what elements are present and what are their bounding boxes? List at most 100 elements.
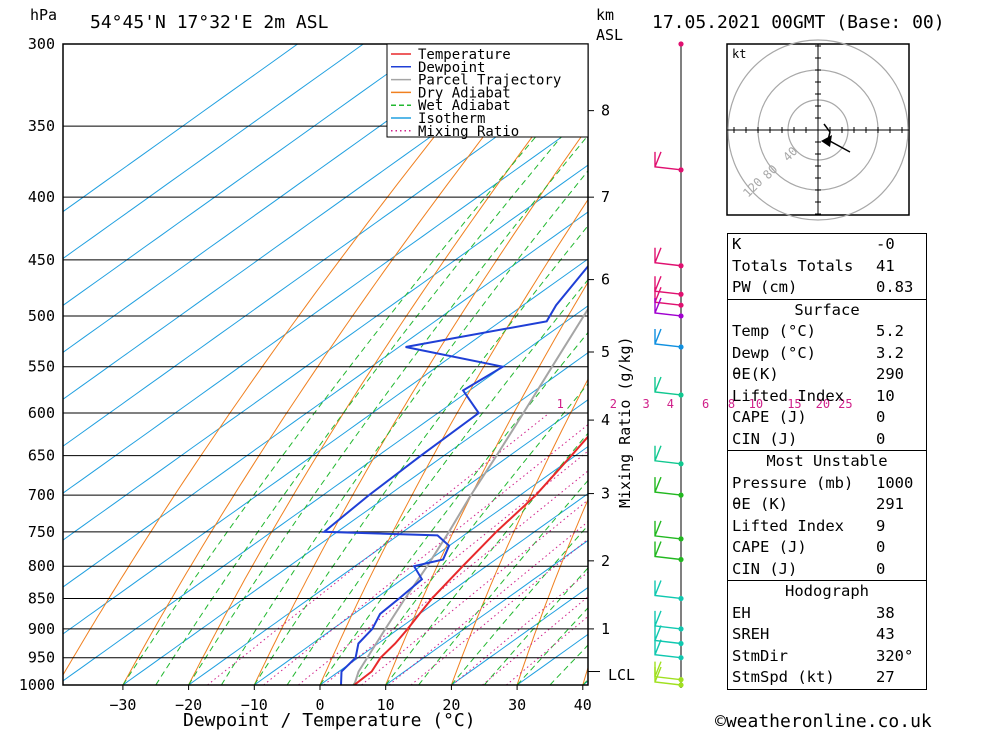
wind-barb — [654, 541, 682, 561]
pressure-tick-label: 300 — [28, 35, 55, 53]
legend-label: Parcel Trajectory — [418, 73, 561, 89]
height-unit-asl-label: ASL — [596, 26, 624, 44]
forecast-datetime: 17.05.2021 00GMT (Base: 00) — [652, 12, 945, 33]
legend-label: Temperature — [418, 47, 511, 63]
indices-row: Totals Totals 41 — [728, 256, 927, 278]
wind-barb — [654, 151, 682, 171]
mixing-ratio-label: 25 — [838, 397, 852, 411]
index-value: 5.2 — [876, 322, 904, 340]
indices-row: Dewp (°C) 3.2 — [728, 343, 927, 365]
pressure-tick-label: 550 — [28, 358, 55, 376]
height-km-tick-label: 5 — [601, 343, 610, 361]
sounding-indices-panel: K -0 Totals Totals 41 PW (cm) 0.83 Surface Tem… — [727, 233, 927, 690]
height-km-ticks: 1 2 3 4 5 6 7 8 — [588, 102, 610, 673]
indices-row: SREH 43 — [728, 624, 927, 646]
indices-row: CAPE (J) 0 — [728, 407, 927, 429]
mixing-ratio-label: 3 — [643, 397, 650, 411]
index-value: 0 — [876, 559, 886, 578]
temperature-tick-label: 0 — [315, 696, 324, 714]
mixing-ratio-axis-label: Mixing Ratio (g/kg) — [616, 336, 634, 508]
dewpoint-line — [321, 264, 588, 685]
index-value: 0 — [876, 408, 886, 426]
credit-text: ©weatheronline.co.uk — [715, 711, 932, 732]
wind-barb — [654, 297, 682, 317]
legend-label: Isotherm — [418, 111, 485, 127]
index-label: SREH — [732, 625, 770, 643]
dry-adiabat-line — [385, 281, 588, 685]
index-label: Dewp (°C) — [732, 343, 816, 362]
indices-row: θE (K) 291 — [728, 494, 927, 516]
indices-row: Pressure (mb) 1000 — [728, 473, 927, 495]
temperature-tick-label: −20 — [175, 696, 202, 714]
height-km-tick-label: 8 — [601, 102, 610, 120]
legend-label: Mixing Ratio — [418, 124, 519, 140]
isotherm-line — [63, 164, 588, 541]
wet-adiabat-line — [418, 479, 588, 685]
pressure-tick-label: 700 — [28, 486, 55, 504]
index-value: 10 — [876, 386, 895, 405]
legend-label: Wet Adiabat — [418, 98, 511, 114]
isotherm-line — [319, 492, 588, 685]
indices-row: Lifted Index 9 — [728, 516, 927, 538]
wind-barb — [654, 445, 682, 465]
mixing-ratio-label: 4 — [667, 397, 674, 411]
indices-row: EH 38 — [728, 603, 927, 625]
mixing-ratio-label: 2 — [610, 397, 617, 411]
index-value: -0 — [876, 235, 895, 253]
top-indices-table: K -0 Totals Totals 41 PW (cm) 0.83 — [727, 233, 927, 300]
wind-barb — [654, 580, 682, 600]
most-unstable-table: Most Unstable Pressure (mb) 1000 θE (K) 291 L… — [727, 451, 927, 581]
pressure-tick-label: 450 — [28, 251, 55, 269]
index-value: 9 — [876, 516, 886, 535]
pressure-tick-label: 350 — [28, 117, 55, 135]
indices-row: StmSpd (kt) 27 — [728, 667, 927, 689]
wind-barb — [654, 666, 682, 686]
mixing-ratio-line — [361, 499, 588, 685]
wind-barb — [654, 610, 682, 630]
index-value: 3.2 — [876, 343, 904, 362]
index-label: Lifted Index — [732, 386, 844, 405]
index-value: 320° — [876, 646, 914, 665]
index-label: CIN (J) — [732, 559, 798, 578]
dry-adiabat-line — [977, 44, 1000, 685]
wet-adiabat-line — [286, 279, 588, 685]
wet-adiabat-line — [253, 224, 588, 685]
pressure-tick-label: 650 — [28, 447, 55, 465]
index-value: 38 — [876, 603, 895, 622]
temperature-tick-label: −30 — [109, 696, 136, 714]
height-km-tick-label: 2 — [601, 552, 610, 570]
indices-row: CAPE (J) 0 — [728, 537, 927, 559]
dry-adiabat-line — [319, 198, 588, 685]
pressure-tick-label: 400 — [28, 188, 55, 206]
temperature-tick-label: 30 — [508, 696, 526, 714]
dry-adiabat-line — [253, 126, 588, 685]
pressure-tick-label: 900 — [28, 620, 55, 638]
isotherm-line — [63, 44, 430, 307]
wind-barb-dot — [678, 655, 684, 661]
index-label: CAPE (J) — [732, 408, 807, 426]
pressure-tick-labels: 300 350 400 450 500 550 600 650 700 750 800 850 900 9… — [19, 35, 55, 694]
mixing-ratio-label: 10 — [749, 397, 763, 411]
mixing-ratio-label: 8 — [728, 397, 735, 411]
height-unit-label: km — [596, 6, 615, 24]
indices-row: K -0 — [728, 234, 927, 256]
legend-label: Dewpoint — [418, 60, 485, 76]
index-label: Temp (°C) — [732, 322, 816, 340]
index-label: StmSpd (kt) — [732, 668, 835, 686]
indices-row: CIN (J) 0 — [728, 559, 927, 581]
storm-motion-marker — [821, 135, 832, 147]
wind-barb — [654, 376, 682, 396]
temperature-tick-label: 40 — [574, 696, 592, 714]
index-value: 290 — [876, 365, 904, 383]
index-label: Pressure (mb) — [732, 473, 854, 492]
mixing-ratio-label: 6 — [702, 397, 709, 411]
x-axis-label: Dewpoint / Temperature (°C) — [183, 710, 476, 731]
index-value: 291 — [876, 495, 904, 513]
index-value: 0 — [876, 538, 886, 556]
index-value: 43 — [876, 625, 895, 643]
index-label: Totals Totals — [732, 256, 854, 275]
pressure-tick-label: 1000 — [19, 676, 55, 694]
pressure-unit-label: hPa — [30, 6, 58, 24]
height-km-tick-label: 3 — [601, 485, 610, 503]
